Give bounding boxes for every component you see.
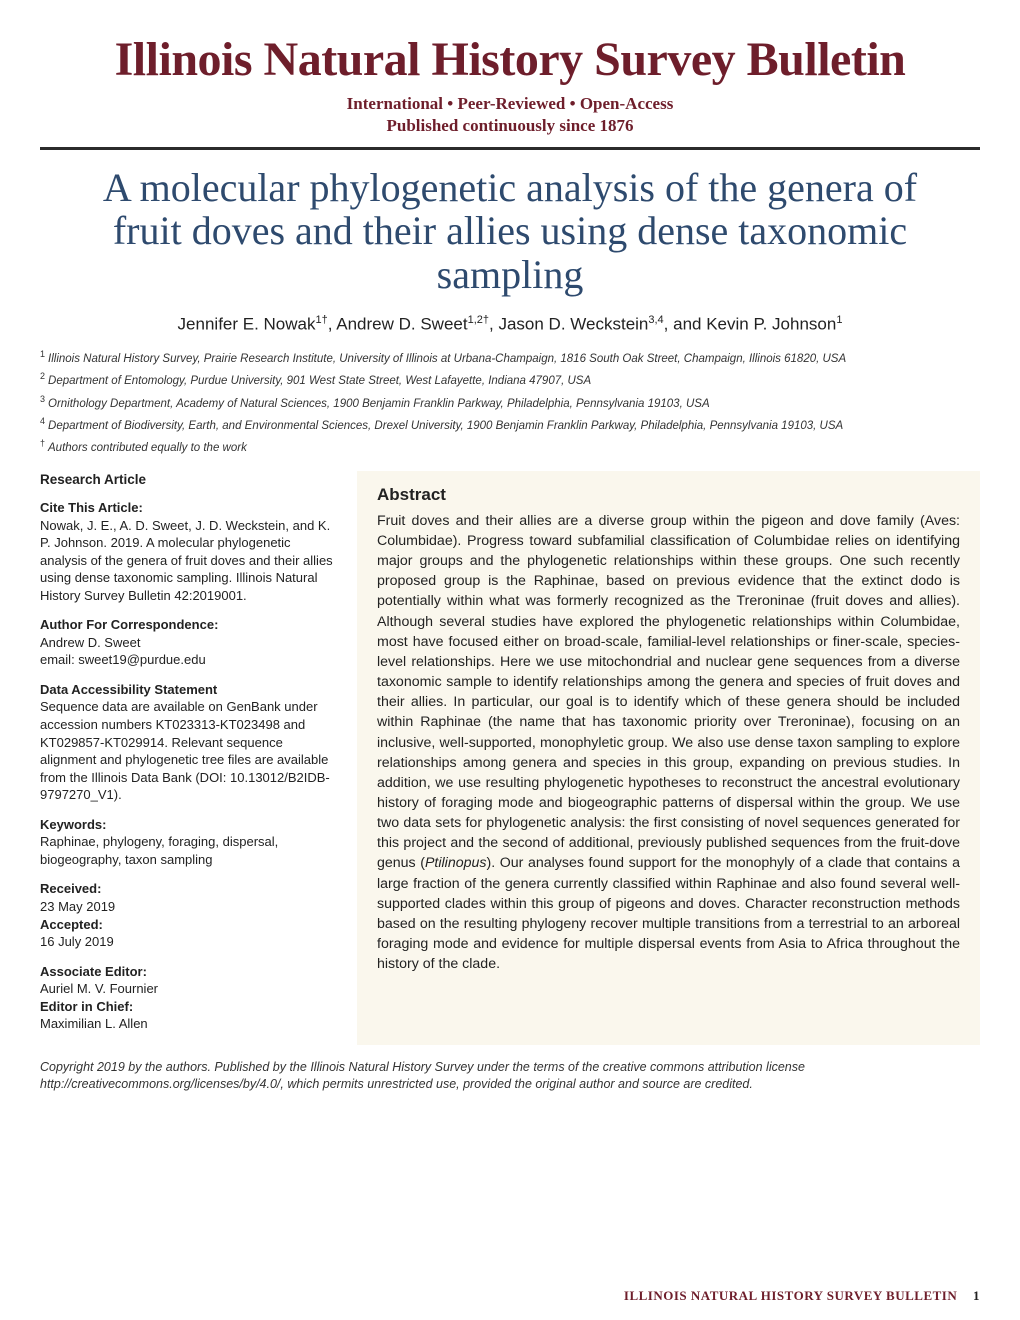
footer-page-number: 1 xyxy=(973,1288,980,1303)
keywords-label: Keywords: xyxy=(40,816,335,834)
cite-block: Cite This Article: Nowak, J. E., A. D. S… xyxy=(40,499,335,604)
authors: Jennifer E. Nowak1†, Andrew D. Sweet1,2†… xyxy=(40,314,980,335)
article-title: A molecular phylogenetic analysis of the… xyxy=(70,166,950,296)
keywords-text: Raphinae, phylogeny, foraging, dispersal… xyxy=(40,834,278,867)
affiliation-line: 3Ornithology Department, Academy of Natu… xyxy=(40,393,980,413)
received-label: Received: xyxy=(40,880,335,898)
affiliation-line: 4Department of Biodiversity, Earth, and … xyxy=(40,415,980,435)
correspondence-label: Author For Correspondence: xyxy=(40,616,335,634)
assoc-editor-label: Associate Editor: xyxy=(40,963,335,981)
dates-block: Received: 23 May 2019 Accepted: 16 July … xyxy=(40,880,335,950)
abstract-heading: Abstract xyxy=(377,485,960,505)
abstract-text: Fruit doves and their allies are a diver… xyxy=(377,511,960,975)
cite-label: Cite This Article: xyxy=(40,499,335,517)
journal-subtitle: International • Peer-Reviewed • Open-Acc… xyxy=(40,93,980,137)
abstract-box: Abstract Fruit doves and their allies ar… xyxy=(357,471,980,1045)
affiliation-line: †Authors contributed equally to the work xyxy=(40,437,980,457)
divider xyxy=(40,147,980,150)
assoc-editor-name: Auriel M. V. Fournier xyxy=(40,981,158,996)
data-accessibility-label: Data Accessibility Statement xyxy=(40,681,335,699)
data-accessibility-block: Data Accessibility Statement Sequence da… xyxy=(40,681,335,804)
cite-text: Nowak, J. E., A. D. Sweet, J. D. Weckste… xyxy=(40,518,333,603)
sidebar: Research Article Cite This Article: Nowa… xyxy=(40,471,335,1045)
editor-chief-name: Maximilian L. Allen xyxy=(40,1016,148,1031)
subtitle-line1: International • Peer-Reviewed • Open-Acc… xyxy=(347,94,674,113)
accepted-date: 16 July 2019 xyxy=(40,934,114,949)
affiliation-line: 2Department of Entomology, Purdue Univer… xyxy=(40,370,980,390)
subtitle-line2: Published continuously since 1876 xyxy=(386,116,633,135)
received-date: 23 May 2019 xyxy=(40,899,115,914)
article-type: Research Article xyxy=(40,471,335,489)
footer-journal: ILLINOIS NATURAL HISTORY SURVEY BULLETIN xyxy=(624,1288,957,1303)
correspondence-email: email: sweet19@purdue.edu xyxy=(40,652,206,667)
keywords-block: Keywords: Raphinae, phylogeny, foraging,… xyxy=(40,816,335,869)
data-accessibility-text: Sequence data are available on GenBank u… xyxy=(40,699,330,802)
accepted-label: Accepted: xyxy=(40,916,335,934)
page-footer: ILLINOIS NATURAL HISTORY SURVEY BULLETIN… xyxy=(624,1288,980,1304)
editor-chief-label: Editor in Chief: xyxy=(40,998,335,1016)
editors-block: Associate Editor: Auriel M. V. Fournier … xyxy=(40,963,335,1033)
affiliation-line: 1Illinois Natural History Survey, Prairi… xyxy=(40,348,980,368)
correspondence-block: Author For Correspondence: Andrew D. Swe… xyxy=(40,616,335,669)
correspondence-name: Andrew D. Sweet xyxy=(40,635,140,650)
copyright-notice: Copyright 2019 by the authors. Published… xyxy=(40,1059,980,1093)
affiliations: 1Illinois Natural History Survey, Prairi… xyxy=(40,348,980,456)
journal-title: Illinois Natural History Survey Bulletin xyxy=(40,32,980,87)
